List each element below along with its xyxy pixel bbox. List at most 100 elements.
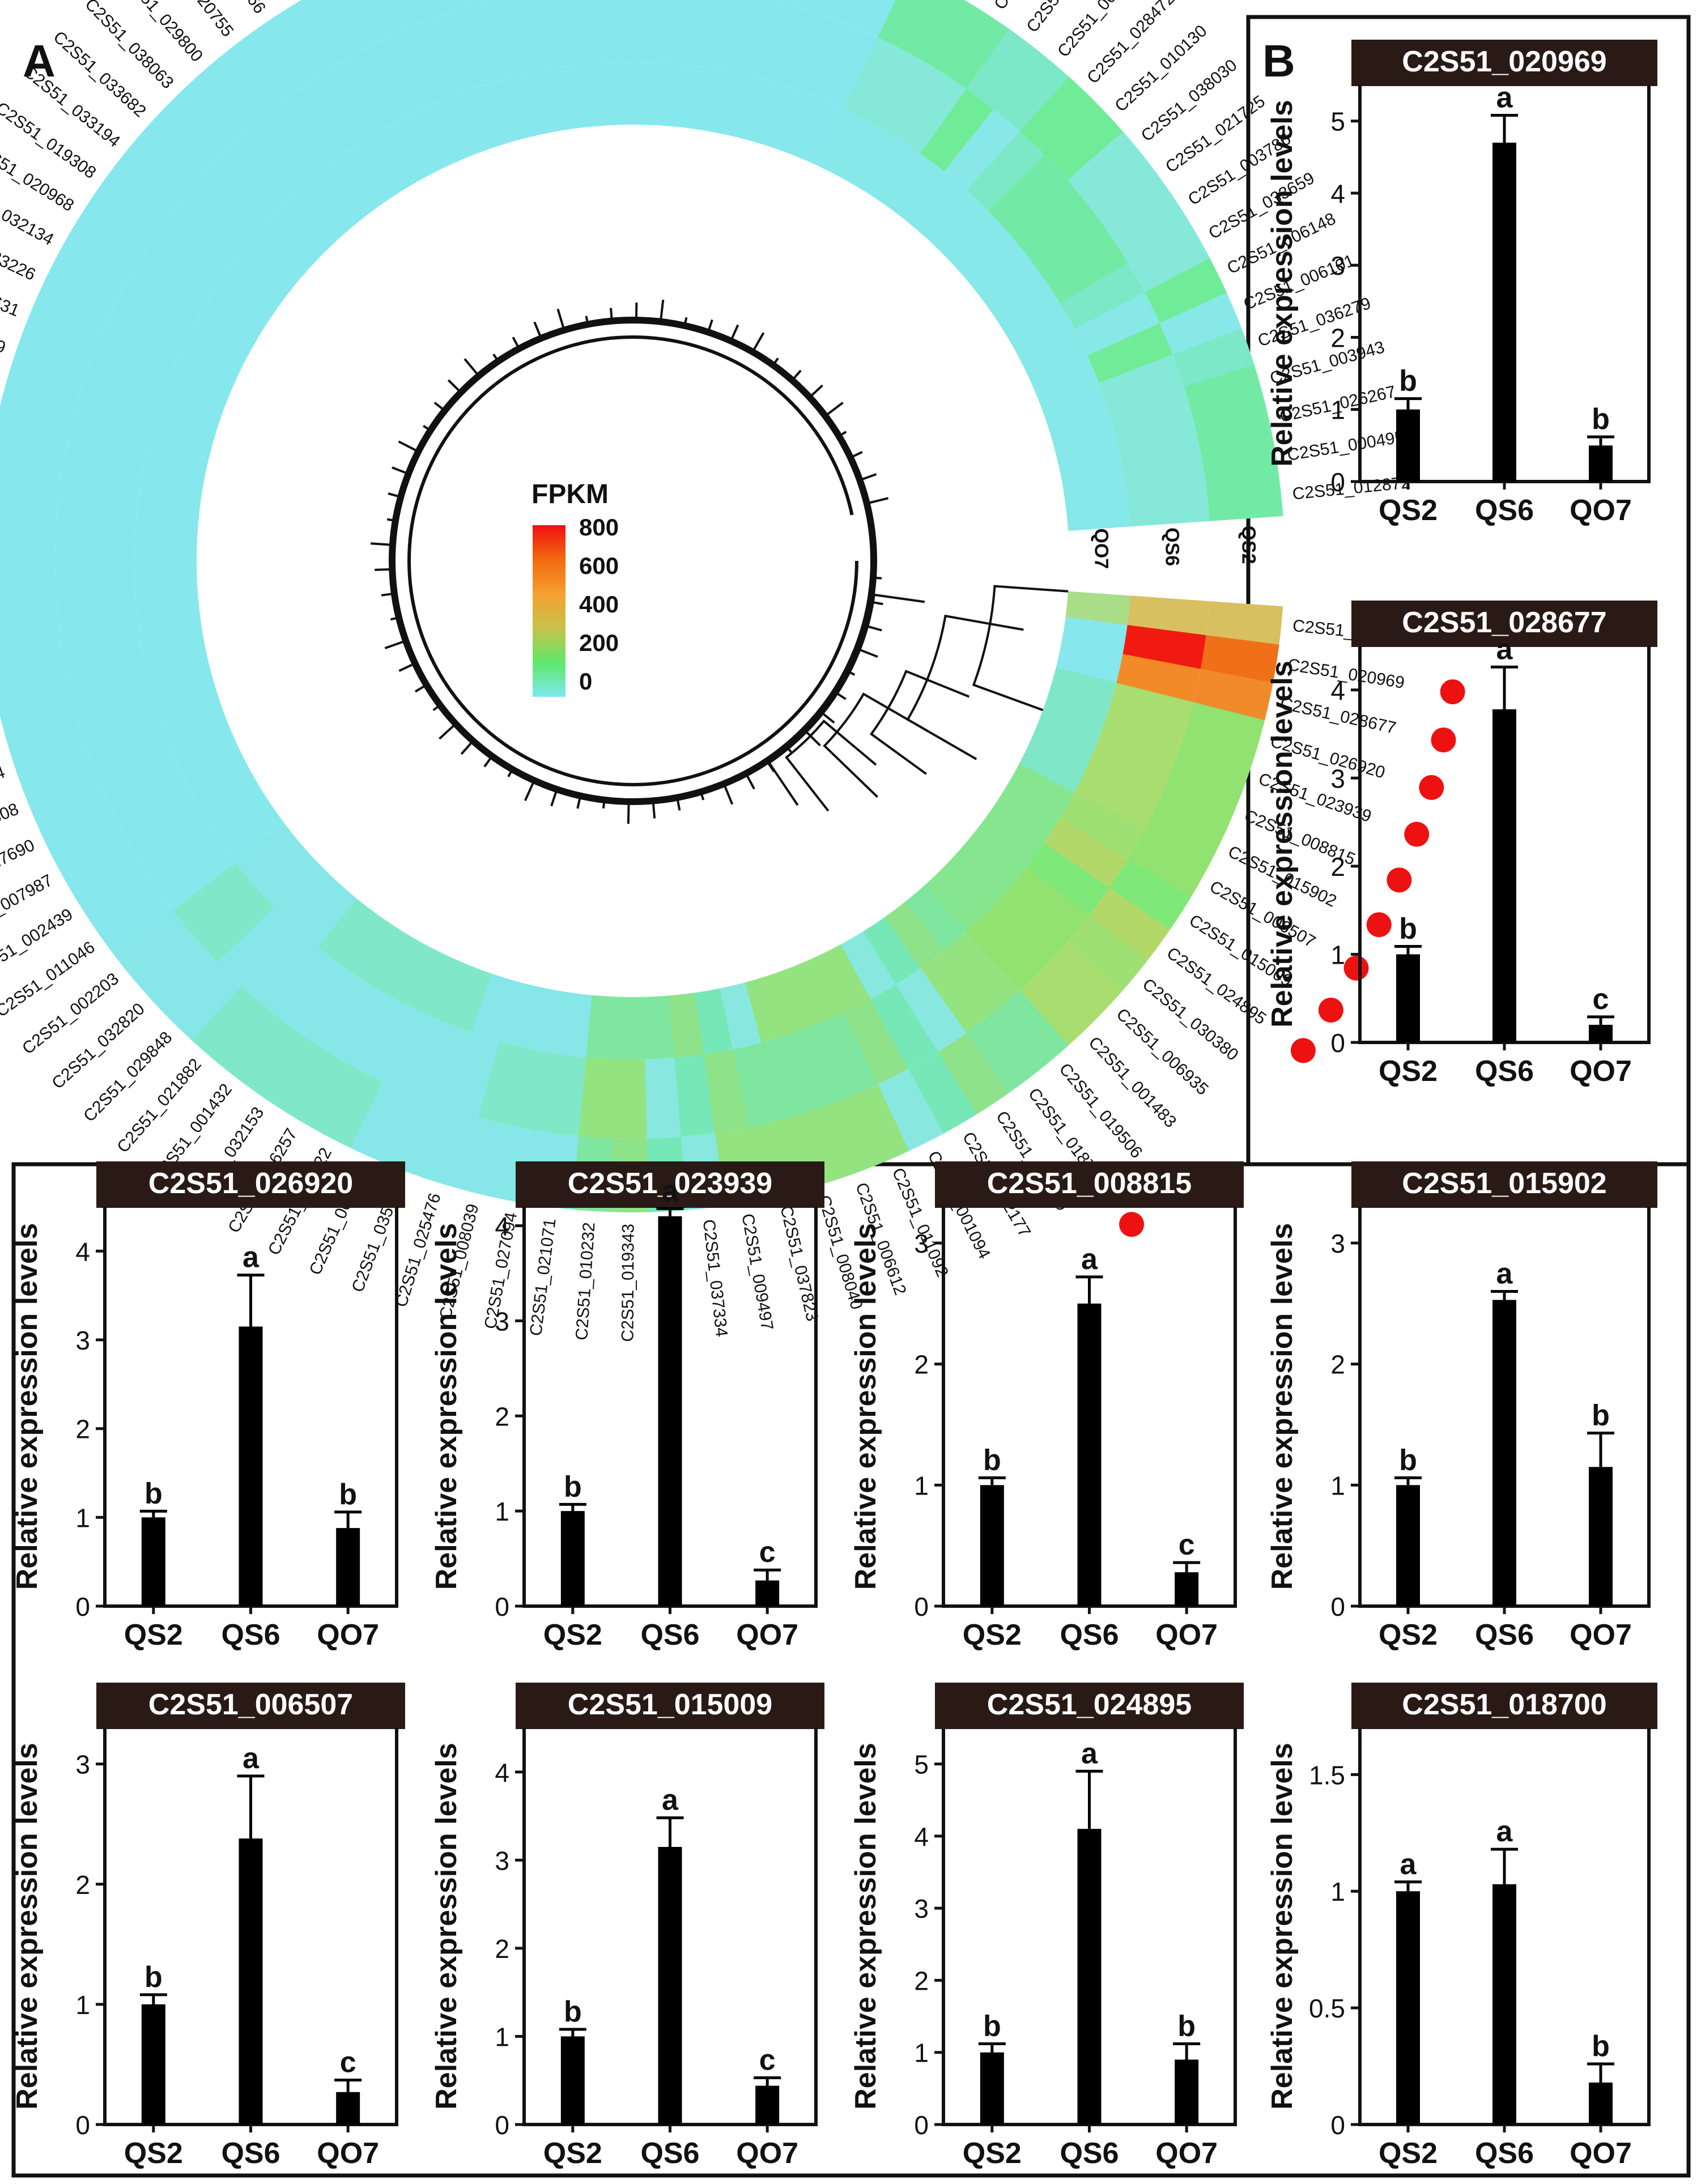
chart-title: C2S51_023939 [568,1167,772,1200]
selected-gene-marker [1366,912,1392,938]
dendrogram-branch [492,354,500,362]
bar-chart: C2S51_026920 0 1 2 3 4 Relative expression lev… [11,1161,405,1651]
heatmap-cell [1184,364,1265,420]
heatmap-cell [9,728,91,787]
heatmap-cell [103,760,189,824]
heatmap-cell [445,1032,500,1118]
heatmap-cell [36,263,119,329]
heatmap-cell [142,444,209,484]
heatmap-cell [103,297,189,361]
bar [141,1517,165,1606]
heatmap-cell [1116,654,1201,703]
heatmap-cell [172,862,254,937]
heatmap-cell [1067,915,1148,991]
heatmap-cell [1145,258,1227,324]
heatmap-cell [745,975,790,1043]
dendrogram-branch [834,691,847,700]
heatmap-cell [988,155,1068,233]
heatmap-cell [944,109,1020,191]
heatmap-cell [165,712,233,761]
bar [1589,2082,1613,2125]
heatmap-cell [862,917,921,985]
y-tick-label: 1 [1330,1877,1345,1906]
heatmap-cell [416,953,467,1023]
heatmap-cell [943,931,1020,1013]
heatmap-cell [152,211,236,283]
legend-tick-label: 200 [579,629,619,656]
heatmap-cell [477,1041,528,1126]
heatmap-cell [420,1107,478,1189]
heatmap-cell [720,72,762,140]
chart-title: C2S51_015902 [1402,1167,1606,1200]
y-tick-label: 2 [1330,323,1345,352]
heatmap-cell [113,910,194,985]
significance-letter: a [1496,1815,1513,1848]
heatmap-cell [443,964,492,1033]
heatmap-cell [254,844,320,908]
heatmap-cell [669,993,704,1058]
heatmap-cell [340,914,399,982]
heatmap-cell [1060,262,1145,330]
heatmap-cell [1065,591,1130,626]
dendrogram-branch [751,332,765,353]
heatmap-cell [703,0,749,73]
heatmap-cell [966,131,1045,211]
significance-letter: b [1399,1444,1417,1477]
heatmap-cell [440,0,479,15]
heatmap-cell [63,425,148,473]
bar [1492,1300,1516,1606]
dendrogram-branch [550,789,558,807]
bar [1077,1829,1102,2125]
heatmap-cell [189,308,257,363]
heatmap-cell [1026,842,1109,916]
heatmap-cell [0,560,56,599]
significance-letter: b [564,1470,582,1503]
heatmap-cell [870,984,938,1070]
heatmap-cell [556,991,592,1058]
dendrogram-branch [847,670,856,676]
dendrogram-branch [730,324,739,342]
chart-title-box [1351,40,1657,86]
bar [239,1838,263,2125]
gene-label: C2S51_000495 [1286,428,1405,465]
x-tick-label: QS2 [1379,1619,1438,1651]
heatmap-cell [1128,829,1210,898]
heatmap-cell [1206,477,1283,521]
significance-letter: c [759,2044,776,2077]
y-tick-label: 0 [1330,1028,1345,1058]
heatmap-cell [992,279,1061,337]
heatmap-cell [135,501,200,535]
heatmap-cell [1026,206,1110,279]
x-tick-label: QO7 [1155,1619,1218,1651]
y-axis-label: Relative expression levels [430,1223,463,1590]
heatmap-cell [585,995,618,1059]
heatmap-cell [772,0,783,3]
dendrogram-branch [864,624,882,632]
x-tick-label: QO7 [736,2137,798,2170]
dendrogram-branch [791,369,802,381]
heatmap-cell [925,190,989,255]
dendrogram-branch [433,401,446,412]
significance-letter: c [759,1536,776,1569]
heatmap-cell [22,761,104,823]
x-tick-label: QS6 [640,1619,699,1651]
y-tick-label: 2 [914,1966,929,1995]
panel-a-label: A [23,36,56,86]
dendrogram-branch [398,662,416,672]
heatmap-cell [643,995,675,1059]
significance-letter: a [662,1784,679,1817]
heatmap-cell [202,781,271,839]
heatmap-cell [844,999,909,1085]
heatmap-cell [720,982,762,1050]
heatmap-cell [191,985,267,1066]
x-tick-label: QS2 [124,2137,183,2170]
heatmap-cell [1019,76,1098,156]
dendrogram-branch [838,431,847,437]
heatmap-cell [1044,942,1123,1019]
bar [336,1528,360,1606]
heatmap-cell [63,648,148,696]
heatmap-cell [283,0,353,74]
legend-colorbar [533,525,565,697]
dendrogram-branch [556,308,565,331]
heatmap-cell [817,944,871,1013]
